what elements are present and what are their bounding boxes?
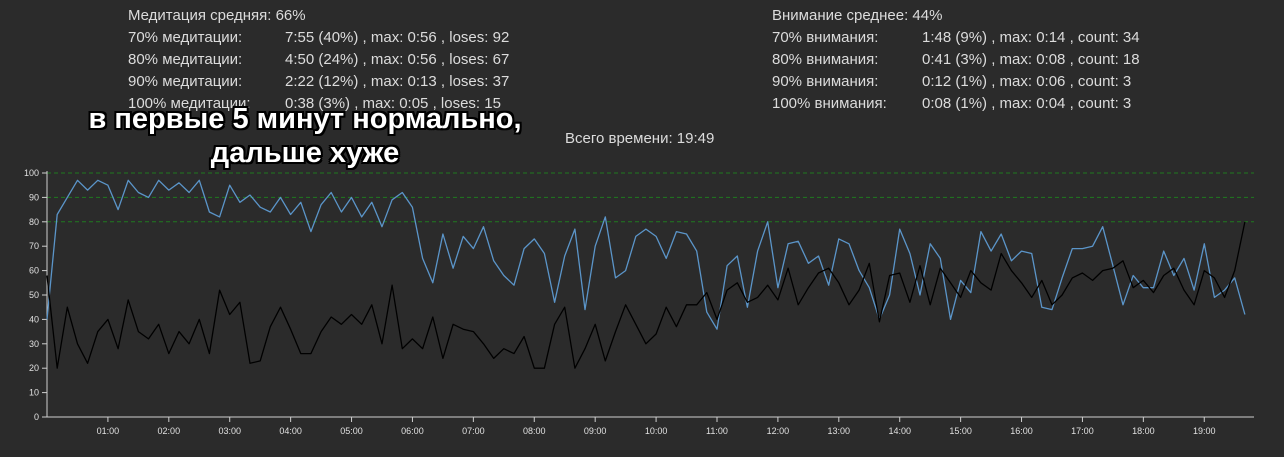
annotation-line-2: дальше хуже	[210, 137, 400, 169]
attention-row-value: 0:08 (1%) , max: 0:04 , count: 3	[922, 95, 1132, 112]
y-tick-label: 80	[29, 217, 39, 227]
threshold-lines	[47, 172, 1254, 223]
attention-stats: Внимание среднее: 44% 70% внимания: 1:48…	[772, 5, 1192, 115]
attention-row-label: 100% внимания:	[772, 95, 887, 112]
attention-row-label: 80% внимания:	[772, 51, 879, 68]
y-tick-label: 0	[34, 412, 39, 422]
attention-row-value: 1:48 (9%) , max: 0:14 , count: 34	[922, 29, 1140, 46]
annotation-line-1: в первые 5 минут нормально,	[88, 103, 522, 135]
meditation-row-label: 90% медитации:	[128, 73, 243, 90]
meditation-row-label: 100% медитации:	[128, 95, 251, 112]
x-tick-label: 13:00	[828, 426, 851, 436]
y-tick-label: 70	[29, 241, 39, 251]
y-tick-label: 40	[29, 314, 39, 324]
meditation-row-value: 0:38 (3%) , max: 0:05 , loses: 15	[285, 95, 501, 112]
eeg-line-chart: 0 10 20 30 40 50 60 70 80 90 100 01:00 02:00 03:00 04:…	[24, 168, 1254, 436]
meditation-row-label: 80% медитации:	[128, 51, 243, 68]
meditation-row-value: 4:50 (24%) , max: 0:56 , loses: 67	[285, 51, 510, 68]
x-tick-label: 08:00	[523, 426, 546, 436]
meditation-row-value: 7:55 (40%) , max: 0:56 , loses: 92	[285, 29, 510, 46]
attention-row-value: 0:41 (3%) , max: 0:08 , count: 18	[922, 51, 1140, 68]
y-tick-label: 20	[29, 363, 39, 373]
y-tick-label: 50	[29, 290, 39, 300]
chart-series	[46, 179, 1246, 369]
meditation-row-70: 70% медитации: 7:55 (40%) , max: 0:56 , …	[128, 27, 548, 49]
chart-axes: 0 10 20 30 40 50 60 70 80 90 100 01:00 02:00 03:00 04:…	[24, 168, 1254, 436]
x-tick-label: 10:00	[645, 426, 668, 436]
x-tick-label: 16:00	[1010, 426, 1033, 436]
x-tick-label: 01:00	[97, 426, 120, 436]
attention-series-line	[46, 221, 1246, 369]
total-time: Всего времени: 19:49	[565, 130, 715, 147]
x-tick-label: 15:00	[949, 426, 972, 436]
x-tick-label: 09:00	[584, 426, 607, 436]
x-tick-label: 19:00	[1193, 426, 1216, 436]
x-tick-label: 06:00	[401, 426, 424, 436]
x-tick-label: 11:00	[706, 426, 728, 436]
y-tick-label: 60	[29, 266, 39, 276]
x-tick-label: 12:00	[767, 426, 790, 436]
y-tick-label: 100	[24, 168, 39, 178]
meditation-row-90: 90% медитации: 2:22 (12%) , max: 0:13 , …	[128, 71, 548, 93]
attention-row-value: 0:12 (1%) , max: 0:06 , count: 3	[922, 73, 1132, 90]
meditation-row-value: 2:22 (12%) , max: 0:13 , loses: 37	[285, 73, 510, 90]
x-tick-label: 05:00	[340, 426, 363, 436]
meditation-series-line	[46, 179, 1246, 330]
meditation-row-80: 80% медитации: 4:50 (24%) , max: 0:56 , …	[128, 49, 548, 71]
x-tick-label: 18:00	[1132, 426, 1155, 436]
annotation-overlay: в первые 5 минут нормально, дальше хуже	[45, 102, 565, 170]
x-tick-label: 17:00	[1071, 426, 1094, 436]
y-tick-label: 90	[29, 192, 39, 202]
meditation-row-100: 100% медитации: 0:38 (3%) , max: 0:05 , …	[128, 93, 548, 115]
meditation-stats: Медитация средняя: 66% 70% медитации: 7:…	[128, 5, 548, 115]
attention-average: Внимание среднее: 44%	[772, 7, 943, 24]
meditation-row-label: 70% медитации:	[128, 29, 243, 46]
attention-row-70: 70% внимания: 1:48 (9%) , max: 0:14 , co…	[772, 27, 1192, 49]
x-tick-label: 04:00	[279, 426, 302, 436]
x-tick-label: 03:00	[218, 426, 241, 436]
x-tick-label: 02:00	[158, 426, 181, 436]
x-tick-label: 07:00	[462, 426, 485, 436]
attention-row-90: 90% внимания: 0:12 (1%) , max: 0:06 , co…	[772, 71, 1192, 93]
attention-row-label: 70% внимания:	[772, 29, 879, 46]
attention-row-100: 100% внимания: 0:08 (1%) , max: 0:04 , c…	[772, 93, 1192, 115]
meditation-average: Медитация средняя: 66%	[128, 7, 306, 24]
y-tick-label: 10	[29, 388, 39, 398]
attention-row-label: 90% внимания:	[772, 73, 879, 90]
y-tick-label: 30	[29, 339, 39, 349]
x-tick-label: 14:00	[888, 426, 911, 436]
attention-row-80: 80% внимания: 0:41 (3%) , max: 0:08 , co…	[772, 49, 1192, 71]
